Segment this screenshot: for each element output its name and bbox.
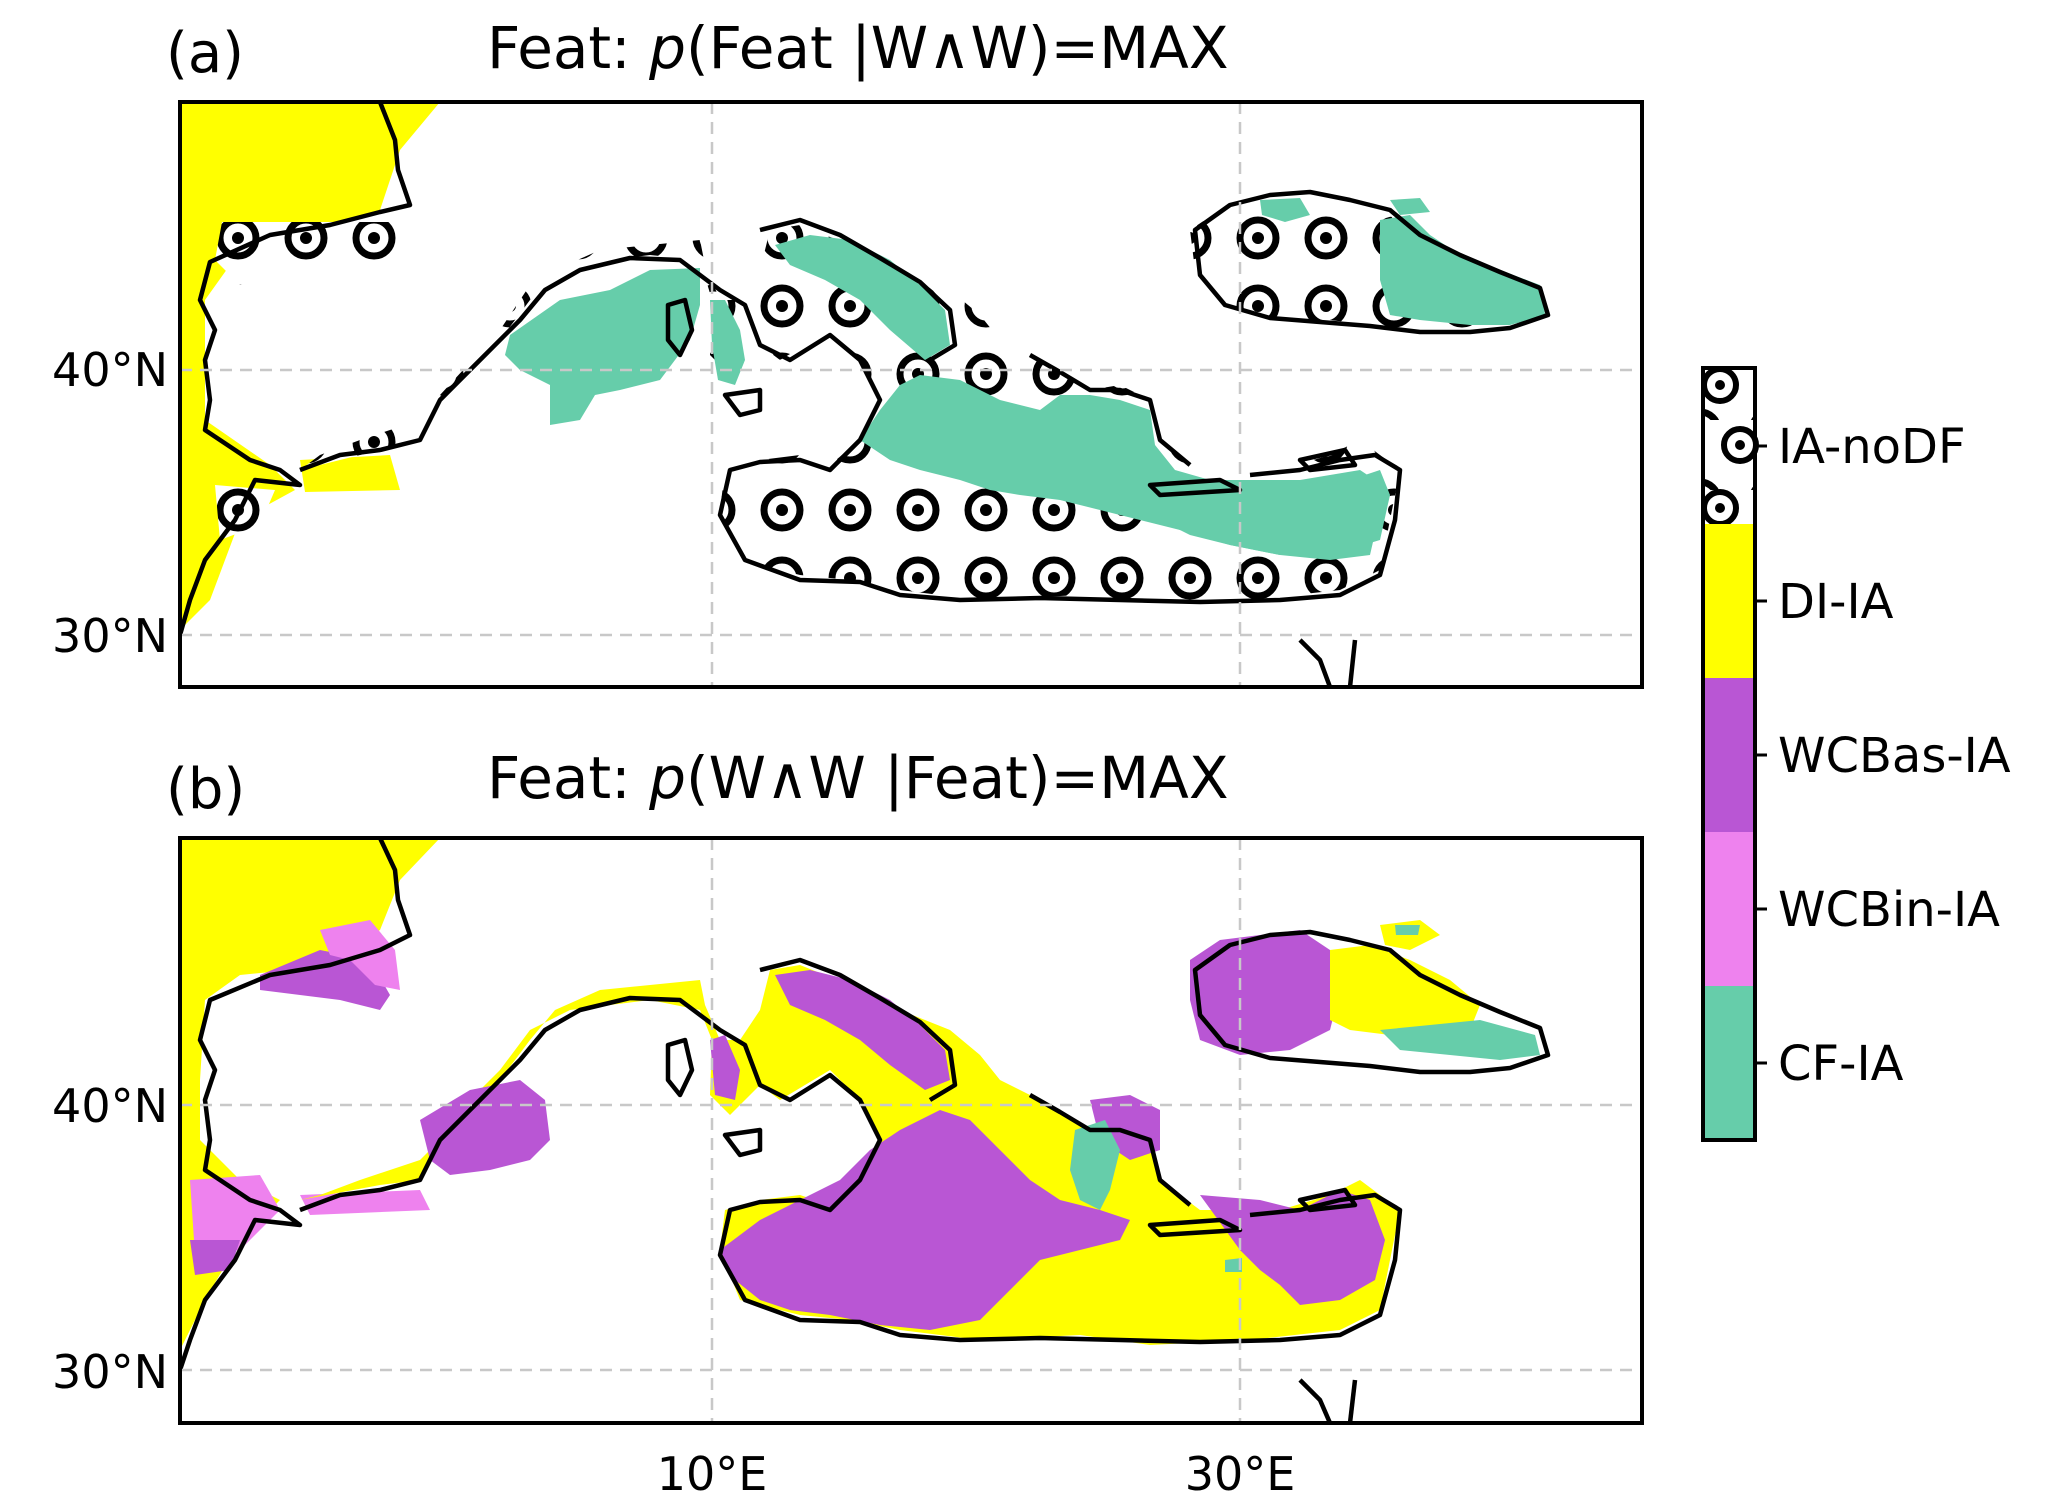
legend-label-wcbin-ia: WCBin-IA bbox=[1778, 882, 2000, 938]
colorbar-ticks bbox=[1755, 444, 1767, 1065]
panel-a: (a) Feat: p(Feat |W∧W)=MAX bbox=[52, 14, 1644, 689]
legend-label-wcbas-ia: WCBas-IA bbox=[1778, 728, 2011, 784]
region-med-wcbas-ia-east bbox=[1200, 1190, 1385, 1305]
region-med-di-ia bbox=[300, 965, 1400, 1345]
legend-swatch-wcbas-ia bbox=[1703, 678, 1755, 832]
region-alboran-di-ia bbox=[300, 455, 400, 492]
region-med-wcbas-ia-central bbox=[720, 1110, 1130, 1330]
region-gibraltar-wcbas-ia bbox=[190, 1240, 240, 1275]
region-med-wcbas-ia-west bbox=[420, 1080, 550, 1175]
panel-a-lat-30: 30°N bbox=[52, 609, 168, 663]
panel-b-title: Feat: p(W∧W |Feat)=MAX bbox=[487, 744, 1229, 812]
panel-a-lat-40: 40°N bbox=[52, 343, 168, 397]
panel-b-map bbox=[180, 838, 1551, 1423]
region-azov-cf-ia bbox=[1395, 925, 1420, 935]
panel-b-tag: (b) bbox=[166, 757, 245, 822]
legend-swatch-cf-ia bbox=[1703, 986, 1755, 1140]
region-blacksea-cf-ia bbox=[1380, 1020, 1540, 1060]
legend-label-di-ia: DI-IA bbox=[1778, 574, 1894, 630]
region-azov-cf-ia bbox=[1390, 198, 1430, 215]
region-med-cf-ia-west bbox=[505, 268, 700, 425]
panel-b-gridlines bbox=[180, 838, 1642, 1423]
region-med-wcbas-ia-adriatic bbox=[775, 970, 950, 1090]
panel-b-lat-30: 30°N bbox=[52, 1345, 168, 1399]
legend-label-cf-ia: CF-IA bbox=[1778, 1036, 1904, 1092]
region-blacksea-wcbas-ia bbox=[1190, 930, 1340, 1055]
region-med-cf-ia-tyrrhenian bbox=[710, 300, 745, 385]
region-aegean-cf-ia bbox=[1070, 1120, 1120, 1210]
panel-b-coastlines bbox=[180, 838, 1551, 1423]
panel-b: (b) Feat: p(W∧W |Feat)=MAX bbox=[52, 744, 1644, 1501]
legend-swatch-ia-nodf bbox=[1703, 368, 1755, 524]
region-gibraltar-wcbin-ia bbox=[190, 1175, 280, 1255]
region-med-wcbas-ia-tyrrhenian bbox=[710, 1035, 740, 1100]
panel-b-lat-40: 40°N bbox=[52, 1079, 168, 1133]
lon-tick-30e: 30°E bbox=[1185, 1447, 1296, 1501]
legend-label-ia-nodf: IA-noDF bbox=[1778, 419, 1966, 475]
region-levant-cf-ia bbox=[1225, 1258, 1242, 1272]
region-blacksea-di-ia bbox=[1330, 945, 1480, 1040]
panel-a-map bbox=[180, 102, 1551, 687]
panel-a-gridlines bbox=[180, 102, 1642, 687]
panel-a-title: Feat: p(Feat |W∧W)=MAX bbox=[487, 14, 1229, 82]
region-atlantic-ia-nodf bbox=[215, 222, 400, 285]
lon-tick-10e: 10°E bbox=[657, 1447, 768, 1501]
panel-a-frame bbox=[178, 100, 1644, 689]
panel-a-tag: (a) bbox=[166, 21, 244, 86]
region-crimea-cf-ia bbox=[1260, 198, 1310, 222]
panel-b-frame bbox=[178, 836, 1644, 1425]
region-blacksea-cf-ia bbox=[1380, 215, 1545, 325]
colorbar: IA-noDF DI-IA WCBas-IA WCBin-IA CF-IA bbox=[1701, 366, 2011, 1142]
legend-swatch-di-ia bbox=[1703, 524, 1755, 678]
legend-swatch-wcbin-ia bbox=[1703, 832, 1755, 986]
region-med-cf-ia-adriatic bbox=[775, 235, 950, 360]
